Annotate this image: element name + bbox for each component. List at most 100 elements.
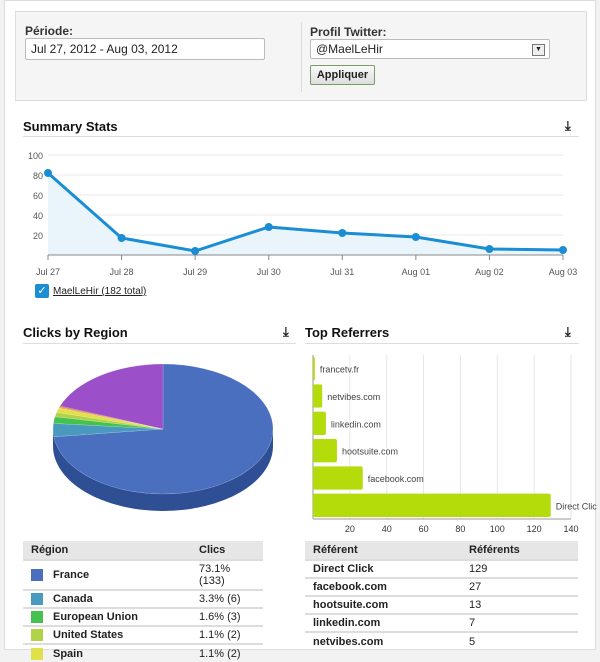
x-tick-label: Jul 27 [36,267,60,277]
x-tick-label: 140 [563,524,578,534]
data-point [338,229,347,237]
referrer-name: facebook.com [305,577,461,596]
period-input[interactable]: Jul 27, 2012 - Aug 03, 2012 [25,38,265,60]
region-clicks: 3.3% (6) [191,588,263,609]
pie-slice [54,412,164,430]
profile-value: @MaelLeHir [316,42,383,56]
pie-slice [52,423,164,438]
x-tick-label: 80 [455,524,465,534]
pie-slice [53,363,274,495]
regions-table: Région Clics France 73.1% (133) Canada 3.3% … [23,541,263,662]
table-row: Spain 1.1% (2) [23,643,263,662]
bar [313,493,551,517]
pie-slice [53,416,164,430]
divider [301,22,302,92]
region-name: Canada [53,593,93,605]
x-tick-label: 120 [527,524,542,534]
summary-title: Summary Stats [23,119,118,134]
color-swatch [31,611,43,624]
x-tick-label: 20 [345,524,355,534]
pie-slice [58,406,164,430]
table-row: netvibes.com 5 [305,631,578,650]
referrer-name: netvibes.com [305,631,461,650]
referrer-count: 5 [461,631,578,650]
x-tick-label: Jul 29 [183,267,207,277]
data-point [559,246,567,254]
area-fill [48,173,563,255]
download-icon[interactable]: ⤓ [283,324,289,339]
table-row: Direct Click 129 [305,559,578,578]
y-tick-label: 40 [33,211,43,221]
bar-label: francetv.fr [320,365,359,375]
chevron-down-icon[interactable]: ▼ [532,44,545,56]
x-tick-label: 100 [490,524,505,534]
data-point [191,247,200,255]
series-line [47,171,564,253]
region-name: France [53,568,90,581]
period-label: Période: [25,24,74,38]
checkbox-checked-icon[interactable]: ✓ [35,284,49,298]
data-point [485,245,494,253]
x-tick-label: 60 [419,524,429,534]
table-row: facebook.com 27 [305,577,578,596]
table-row: Canada 3.3% (6) [23,588,263,609]
bar-label: facebook.com [368,474,424,484]
x-tick-label: Aug 02 [475,267,504,277]
bar [313,466,363,490]
region-name: European Union [53,611,138,624]
y-tick-label: 100 [28,151,43,161]
col-header: Clics [191,541,263,560]
x-tick-label: Aug 01 [402,267,431,277]
y-tick-label: 60 [33,191,43,201]
bar-label: Direct Click [556,501,597,511]
referrer-count: 129 [461,559,578,578]
referrer-count: 7 [461,613,578,632]
table-row: linkedin.com 7 [305,613,578,632]
bar [313,357,315,381]
referrer-name: hootsuite.com [305,595,461,614]
profile-label: Profil Twitter: [310,25,387,39]
region-clicks: 73.1% (133) [191,559,263,590]
referrer-name: linkedin.com [305,613,461,632]
filter-panel: Période: Jul 27, 2012 - Aug 03, 2012 Pro… [15,11,587,101]
referrer-name: Direct Click [305,559,461,578]
bar [313,439,337,463]
region-name: United States [53,629,124,642]
page: Période: Jul 27, 2012 - Aug 03, 2012 Pro… [4,0,597,662]
region-clicks: 1.1% (2) [191,625,263,645]
bar-label: hootsuite.com [342,447,398,457]
referrer-count: 27 [461,577,578,596]
col-header: Région [23,541,191,560]
pie-slice [59,405,164,430]
download-icon[interactable]: ⤓ [565,118,571,133]
color-swatch [31,629,43,642]
table-row: France 73.1% (133) [23,559,263,590]
bar-label: netvibes.com [327,392,380,402]
divider [23,136,579,137]
profile-select[interactable]: @MaelLeHir ▼ [310,39,550,59]
col-header: Référents [461,541,578,560]
data-point [44,169,52,177]
y-tick-label: 20 [33,231,43,241]
region-clicks: 1.6% (3) [191,607,263,627]
x-tick-label: Jul 30 [257,267,281,277]
x-tick-label: Aug 03 [549,267,578,277]
referrers-bar-chart: 20 40 60 80 100 120 140 Direct Click facebook.co… [312,355,597,534]
regions-title: Clicks by Region [23,325,128,340]
x-tick-label: Jul 28 [110,267,134,277]
x-tick-label: 40 [382,524,392,534]
download-icon[interactable]: ⤓ [565,324,571,339]
data-point [411,233,420,241]
x-tick-label: Jul 31 [330,267,354,277]
referrers-table: Référent Référents Direct Click 129 faceboo… [305,541,578,650]
bar [313,384,323,408]
series-legend-link[interactable]: MaelLeHir (182 total) [53,286,147,297]
table-row: European Union 1.6% (3) [23,607,263,627]
apply-button[interactable]: Appliquer [310,65,375,85]
color-swatch [31,569,43,582]
divider [305,343,579,344]
summary-chart: 20 40 60 80 100 Jul 27 Jul 28 Jul 29 Jul 30 Jul 3… [28,151,578,277]
col-header: Référent [305,541,461,560]
bar [313,411,326,435]
table-row: United States 1.1% (2) [23,625,263,645]
